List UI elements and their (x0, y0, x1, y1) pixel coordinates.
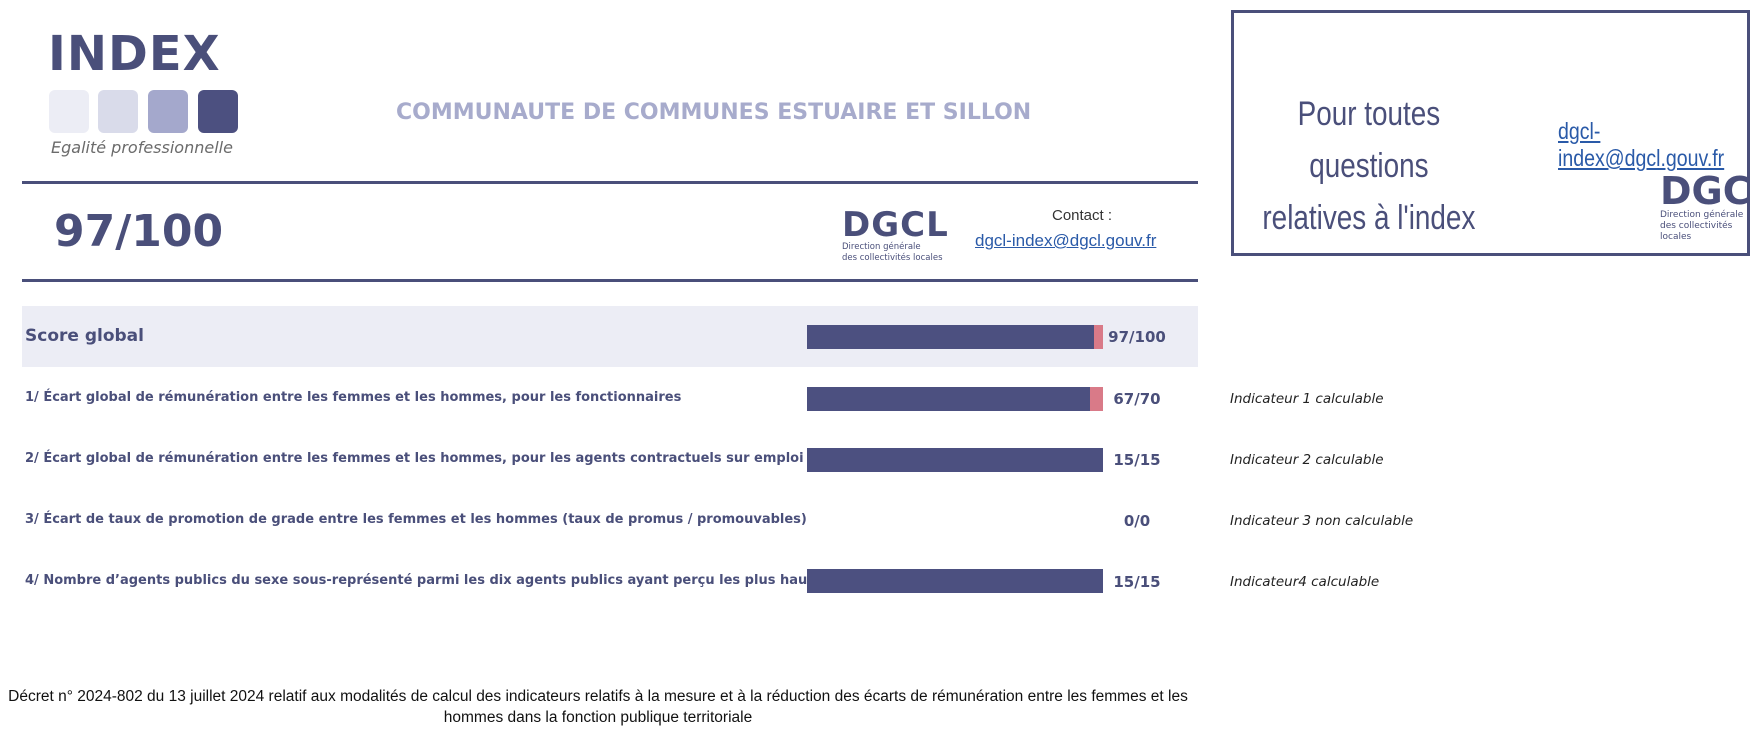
questions-box-email-link[interactable]: dgcl-index@dgcl.gouv.fr (1558, 118, 1725, 171)
row-label-global: Score global (25, 326, 144, 346)
dgcl-logo-line2: des collectivités locales (842, 253, 943, 263)
logo-square-4 (198, 90, 238, 133)
questions-box-logo-acronym: DGCL (1660, 169, 1754, 213)
score-bar-gap (1094, 325, 1103, 349)
row-note-indicator-4: Indicateur4 calculable (1230, 574, 1380, 590)
questions-box-line1: Pour toutes questions (1297, 95, 1441, 185)
score-bar-fill (807, 569, 1103, 593)
index-logo-title: INDEX (48, 26, 221, 82)
score-bar-global (807, 325, 1103, 349)
row-label-indicator-1: 1/ Écart global de rémunération entre le… (25, 390, 682, 405)
questions-box-logo-line1: Direction générale (1660, 210, 1744, 220)
questions-box-logo-line2: des collectivités locales (1660, 221, 1733, 242)
dgcl-logo-line1: Direction générale (842, 242, 921, 252)
row-value-indicator-1: 67/70 (1113, 390, 1161, 408)
questions-box-text: Pour toutes questions relatives à l'inde… (1250, 88, 1488, 244)
row-label-indicator-3: 3/ Écart de taux de promotion de grade e… (25, 512, 807, 527)
dgcl-logo: DGCL Direction générale des collectivité… (842, 208, 952, 264)
row-value-indicator-4: 15/15 (1113, 573, 1161, 591)
score-bar-fill (807, 325, 1094, 349)
score-bar-indicator-1 (807, 387, 1103, 411)
contact-email-link[interactable]: dgcl-index@dgcl.gouv.fr (975, 231, 1157, 250)
row-label-indicator-4: 4/ Nombre d’agents publics du sexe sous-… (25, 573, 943, 588)
decree-footer-line1: Décret n° 2024-802 du 13 juillet 2024 re… (8, 688, 1188, 705)
logo-square-2 (98, 90, 138, 133)
score-bar-indicator-3 (807, 509, 1103, 533)
logo-square-1 (49, 90, 89, 133)
dgcl-logo-acronym: DGCL (842, 205, 949, 245)
score-bar-fill (807, 387, 1090, 411)
decree-footer-line2: hommes dans la fonction publique territo… (443, 709, 753, 726)
row-label-indicator-2: 2/ Écart global de rémunération entre le… (25, 451, 889, 466)
score-bar-fill (807, 448, 1103, 472)
row-note-indicator-3: Indicateur 3 non calculable (1230, 513, 1414, 529)
logo-square-3 (148, 90, 188, 133)
row-value-indicator-2: 15/15 (1113, 451, 1161, 469)
questions-box (1231, 10, 1750, 256)
row-value-global: 97/100 (1108, 328, 1166, 346)
score-bar-indicator-4 (807, 569, 1103, 593)
organization-name: COMMUNAUTE DE COMMUNES ESTUAIRE ET SILLO… (396, 100, 1032, 125)
questions-box-dgcl-logo: DGCL Direction générale des collectivité… (1660, 169, 1754, 243)
questions-box-line2: relatives à l'index (1262, 199, 1476, 237)
row-value-indicator-3: 0/0 (1123, 512, 1151, 530)
global-score-display: 97/100 (54, 206, 224, 257)
decree-footer: Décret n° 2024-802 du 13 juillet 2024 re… (0, 686, 1196, 728)
logo-subtitle: Egalité professionnelle (51, 138, 233, 157)
score-bar-gap (1090, 387, 1103, 411)
row-note-indicator-2: Indicateur 2 calculable (1230, 452, 1384, 468)
contact-label: Contact : (1052, 207, 1113, 224)
divider-top (22, 181, 1198, 184)
divider-bottom (22, 279, 1198, 282)
score-bar-indicator-2 (807, 448, 1103, 472)
row-note-indicator-1: Indicateur 1 calculable (1230, 391, 1384, 407)
